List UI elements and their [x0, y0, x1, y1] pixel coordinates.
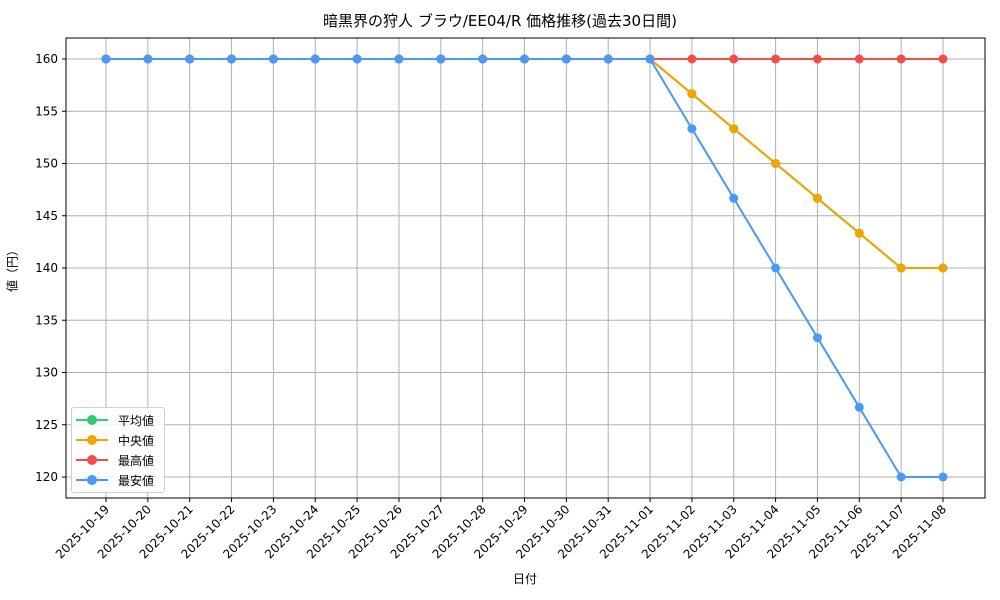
legend-label: 最高値 — [118, 453, 155, 468]
data-point — [729, 54, 739, 64]
data-point — [729, 124, 739, 134]
data-point — [143, 54, 153, 64]
legend-marker-icon — [76, 473, 108, 487]
data-point — [561, 54, 571, 64]
data-point — [896, 263, 906, 273]
data-point — [938, 263, 948, 273]
data-point — [771, 159, 781, 168]
legend-label: 平均値 — [118, 413, 155, 428]
data-point — [812, 54, 822, 64]
data-point — [812, 193, 822, 203]
series-最安値 — [101, 54, 948, 482]
legend-item: 平均値 — [76, 410, 154, 430]
chart-title: 暗黒界の狩人 ブラウ/EE04/R 価格推移(過去30日間) — [323, 12, 677, 30]
data-point — [854, 228, 864, 238]
data-point — [101, 54, 111, 64]
legend-label: 最安値 — [118, 473, 155, 488]
data-point — [938, 54, 948, 64]
legend-item: 最高値 — [76, 450, 154, 470]
legend: 平均値中央値最高値最安値 — [71, 407, 165, 493]
data-point — [185, 54, 195, 64]
data-point — [520, 54, 529, 64]
x-axis-label: 日付 — [512, 572, 538, 586]
legend-marker-icon — [76, 413, 108, 427]
data-point — [227, 54, 237, 64]
data-point — [729, 193, 739, 203]
y-tick-label: 120 — [35, 470, 58, 484]
legend-marker-icon — [76, 453, 108, 467]
y-tick-label: 140 — [35, 261, 58, 275]
data-point — [687, 89, 697, 99]
data-point — [896, 472, 906, 482]
data-point — [896, 54, 906, 64]
data-point — [645, 54, 655, 64]
y-tick-label: 160 — [35, 52, 58, 66]
data-point — [478, 54, 488, 64]
y-tick-label: 145 — [35, 209, 58, 223]
legend-marker-icon — [76, 433, 108, 447]
data-point — [352, 54, 362, 64]
legend-item: 中央値 — [76, 430, 154, 450]
y-tick-label: 155 — [35, 104, 58, 118]
data-point — [771, 54, 781, 64]
data-point — [812, 333, 822, 343]
y-tick-label: 125 — [35, 418, 58, 432]
data-point — [687, 124, 697, 134]
data-point — [310, 54, 320, 64]
data-point — [603, 54, 613, 64]
data-point — [854, 54, 864, 64]
data-point — [394, 54, 404, 64]
data-point — [436, 54, 446, 64]
legend-label: 中央値 — [118, 433, 155, 448]
data-point — [771, 263, 781, 273]
y-tick-label: 135 — [35, 313, 58, 327]
data-point — [938, 472, 948, 482]
data-point — [687, 54, 697, 64]
y-tick-label: 130 — [35, 366, 58, 380]
y-tick-label: 150 — [35, 157, 58, 171]
data-point — [268, 54, 278, 64]
data-point — [854, 402, 864, 412]
legend-item: 最安値 — [76, 470, 154, 490]
